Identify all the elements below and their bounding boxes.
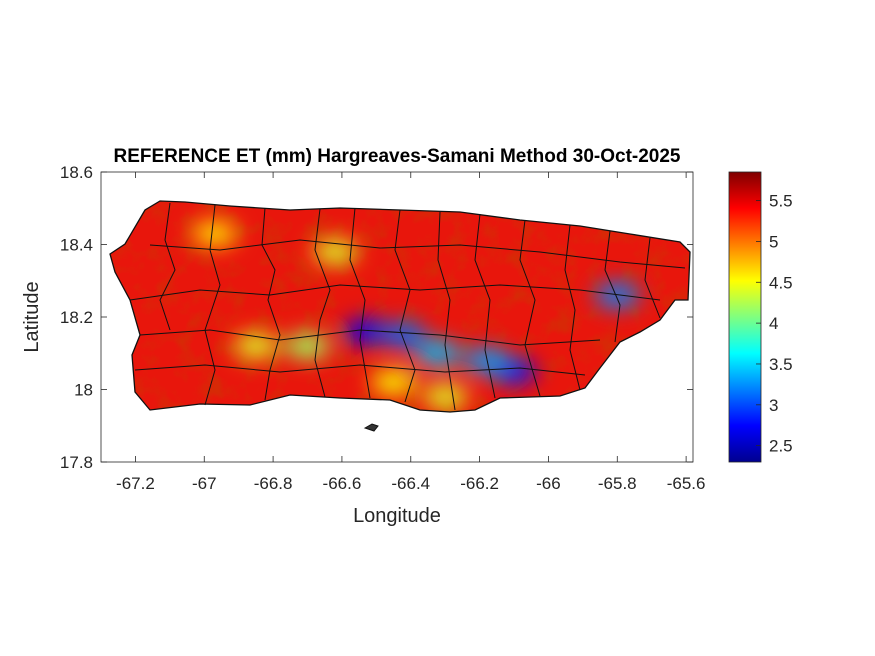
y-tick-label: 18.4 <box>60 236 93 255</box>
boundary-line <box>204 204 221 406</box>
boundary-line <box>394 209 416 403</box>
et-hotspot <box>415 340 461 367</box>
small-island <box>363 423 379 432</box>
colorbar-tick-label: 4 <box>769 314 778 333</box>
boundary-line <box>139 329 601 346</box>
colorbar-tick-label: 4.5 <box>769 273 793 292</box>
colorbar-tick-label: 3 <box>769 396 778 415</box>
x-tick-label: -66.4 <box>391 474 430 493</box>
et-hotspot <box>422 383 468 410</box>
y-tick-labels: 17.8 18 18.2 18.4 18.6 <box>60 163 93 472</box>
x-tick-label: -67.2 <box>116 474 155 493</box>
y-tick-label: 18.6 <box>60 163 93 182</box>
x-tick-label: -65.8 <box>598 474 637 493</box>
y-tick-label: 17.8 <box>60 453 93 472</box>
et-hotspot <box>192 220 237 247</box>
x-tick-label: -66.8 <box>254 474 293 493</box>
colorbar-ticks: 2.5 3 3.5 4 4.5 5 5.5 <box>756 192 793 456</box>
et-hotspot <box>381 322 427 349</box>
boundary-line <box>644 237 661 319</box>
hotspot-layer <box>192 220 640 410</box>
et-hotspot <box>594 282 640 309</box>
x-axis-label: Longitude <box>353 505 441 527</box>
boundary-line <box>519 219 541 397</box>
colorbar-tick-label: 2.5 <box>769 437 793 456</box>
boundary-line <box>604 230 621 343</box>
colorbar-tick-label: 5 <box>769 232 778 251</box>
y-axis-label: Latitude <box>21 281 43 352</box>
municipal-boundaries <box>109 200 691 432</box>
et-hotspot <box>233 333 279 359</box>
boundary-line <box>349 207 371 399</box>
x-tick-marks <box>135 172 687 462</box>
colorbar <box>728 171 762 463</box>
boundary-line <box>474 213 496 399</box>
et-hotspot <box>312 238 358 265</box>
et-hotspot <box>343 318 389 345</box>
x-tick-labels: -67.2 -67 -66.8 -66.6 -66.4 -66.2 -66 -65.8 -65.… <box>116 474 705 493</box>
x-tick-label: -66 <box>536 474 561 493</box>
x-tick-label: -66.6 <box>323 474 362 493</box>
et-hotspot <box>464 347 509 374</box>
y-tick-marks <box>101 171 693 463</box>
boundary-line <box>149 239 686 269</box>
island-coastline <box>109 200 691 413</box>
colorbar-tick-label: 5.5 <box>769 192 793 211</box>
boundary-line <box>314 208 331 398</box>
boundary-line <box>129 284 661 301</box>
boundary-line <box>437 211 456 411</box>
x-tick-label: -65.6 <box>667 474 706 493</box>
colorbar-tick-label: 3.5 <box>769 355 793 374</box>
x-tick-label: -66.2 <box>460 474 499 493</box>
chart-title: REFERENCE ET (mm) Hargreaves-Samani Meth… <box>114 146 681 167</box>
y-tick-label: 18 <box>74 381 93 400</box>
et-hotspot <box>371 369 416 396</box>
y-tick-label: 18.2 <box>60 308 93 327</box>
et-hotspot <box>285 333 330 359</box>
x-tick-label: -67 <box>192 474 217 493</box>
boundary-line <box>134 364 586 376</box>
boundary-line <box>159 202 176 331</box>
